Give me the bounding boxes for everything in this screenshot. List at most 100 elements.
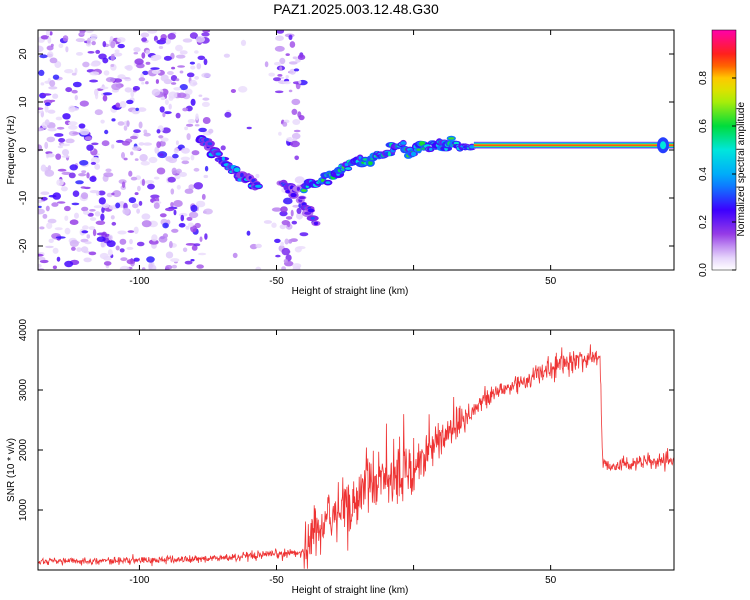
heatmap-noise-blob xyxy=(279,66,283,71)
colorbar-label: Normalized spectral amplitude xyxy=(736,102,747,237)
colorbar-tick-label: 0.2 xyxy=(698,215,709,229)
heatmap-noise-blob xyxy=(165,251,174,259)
heatmap-noise-blob xyxy=(156,167,166,175)
heatmap-noise-blob xyxy=(113,78,123,83)
heatmap-noise-blob xyxy=(102,92,113,96)
heatmap-noise-blob xyxy=(190,204,198,212)
heatmap-noise-blob xyxy=(106,192,113,198)
heatmap-noise-blob xyxy=(175,78,180,82)
heatmap-noise-blob xyxy=(124,65,131,70)
heatmap-noise-blob xyxy=(196,62,202,70)
heatmap-noise-blob xyxy=(194,50,199,54)
heatmap-noise-blob xyxy=(112,52,123,57)
heatmap-noise-blob xyxy=(171,167,177,175)
heatmap-noise-blob xyxy=(289,41,296,48)
heatmap-noise-blob xyxy=(271,222,277,228)
heatmap-noise-blob xyxy=(198,127,207,133)
heatmap-noise-blob xyxy=(182,38,193,43)
heatmap-noise-blob xyxy=(38,263,42,268)
heatmap-noise-blob xyxy=(119,238,127,245)
heatmap-noise-blob xyxy=(122,207,130,215)
heatmap-noise-blob xyxy=(191,150,200,156)
heatmap-noise-blob xyxy=(186,133,191,141)
heatmap-noise-blob xyxy=(103,70,110,76)
heatmap-noise-blob xyxy=(196,264,204,269)
heatmap-noise-blob xyxy=(281,266,286,270)
heatmap-noise-blob xyxy=(97,190,106,196)
heatmap-noise-blob xyxy=(123,157,128,161)
heatmap-noise-blob xyxy=(189,32,198,39)
heatmap-noise-blob xyxy=(75,38,85,43)
heatmap-noise-blob xyxy=(298,80,302,84)
heatmap-noise-blob xyxy=(204,165,209,172)
heatmap-noise-blob xyxy=(83,210,90,215)
heatmap-noise-blob xyxy=(286,221,291,228)
heatmap-noise-blob xyxy=(284,238,289,245)
heatmap-noise-blob xyxy=(89,176,97,182)
heatmap-noise-blob xyxy=(64,215,69,221)
constant-frequency-band xyxy=(473,144,674,146)
snr-plot-area xyxy=(38,344,674,569)
heatmap-noise-blob xyxy=(38,256,46,261)
heatmap-noise-blob xyxy=(79,160,89,166)
heatmap-noise-blob xyxy=(264,61,269,68)
heatmap-noise-blob xyxy=(111,83,122,91)
heatmap-noise-blob xyxy=(167,156,178,164)
heatmap-noise-blob xyxy=(278,131,282,136)
heatmap-noise-blob xyxy=(108,234,113,241)
colorbar-tick-label: 0.0 xyxy=(698,263,709,277)
heatmap-noise-blob xyxy=(128,170,133,177)
heatmap-area xyxy=(38,30,674,270)
heatmap-noise-blob xyxy=(117,74,126,79)
rising-ridge-core xyxy=(429,147,433,151)
heatmap-noise-blob xyxy=(110,215,115,220)
heatmap-noise-blob xyxy=(158,46,164,49)
heatmap-noise-blob xyxy=(170,82,177,85)
heatmap-noise-blob xyxy=(280,241,284,247)
heatmap-noise-blob xyxy=(93,205,104,209)
heatmap-noise-blob xyxy=(74,94,79,101)
heatmap-noise-blob xyxy=(280,206,288,213)
heatmap-noise-blob xyxy=(164,99,169,105)
heatmap-noise-blob xyxy=(177,65,186,68)
heatmap-noise-blob xyxy=(111,118,116,122)
heatmap-noise-blob xyxy=(111,144,115,149)
heatmap-noise-blob xyxy=(128,197,137,204)
heatmap-noise-blob xyxy=(154,146,160,154)
heatmap-noise-blob xyxy=(69,164,78,171)
heatmap-noise-blob xyxy=(136,241,145,247)
heatmap-noise-blob xyxy=(159,37,167,42)
heatmap-noise-blob xyxy=(107,249,113,256)
heatmap-noise-blob xyxy=(102,57,109,64)
heatmap-noise-blob xyxy=(50,43,54,48)
heatmap-noise-blob xyxy=(56,126,65,130)
heatmap-noise-blob xyxy=(255,243,262,249)
heatmap-noise-blob xyxy=(288,136,293,143)
heatmap-noise-blob xyxy=(296,207,302,214)
heatmap-noise-blob xyxy=(105,233,110,237)
heatmap-noise-blob xyxy=(167,71,174,75)
heatmap-noise-blob xyxy=(180,214,185,222)
heatmap-noise-blob xyxy=(190,98,196,106)
heatmap-noise-blob xyxy=(291,108,298,115)
colorbar-tick-label: 0.8 xyxy=(698,71,709,85)
heatmap-noise-blob xyxy=(47,109,56,114)
heatmap-noise-blob xyxy=(94,211,101,217)
heatmap-noise-blob xyxy=(169,241,173,249)
heatmap-noise-blob xyxy=(40,82,45,86)
heatmap-noise-blob xyxy=(38,69,45,76)
heatmap-noise-blob xyxy=(79,30,86,34)
heatmap-noise-blob xyxy=(104,129,109,135)
heatmap-noise-blob xyxy=(45,205,50,212)
rising-ridge-core xyxy=(410,151,417,157)
heatmap-noise-blob xyxy=(159,106,165,113)
heatmap-noise-blob xyxy=(297,54,306,60)
heatmap-noise-blob xyxy=(41,93,52,96)
heatmap-noise-blob xyxy=(240,39,247,47)
crossing-ridge-core xyxy=(290,192,297,198)
heatmap-noise-blob xyxy=(201,32,210,37)
heatmap-noise-blob xyxy=(133,52,139,55)
heatmap-noise-blob xyxy=(145,61,151,65)
rising-ridge-core xyxy=(387,151,391,157)
heatmap-noise-blob xyxy=(78,173,87,177)
